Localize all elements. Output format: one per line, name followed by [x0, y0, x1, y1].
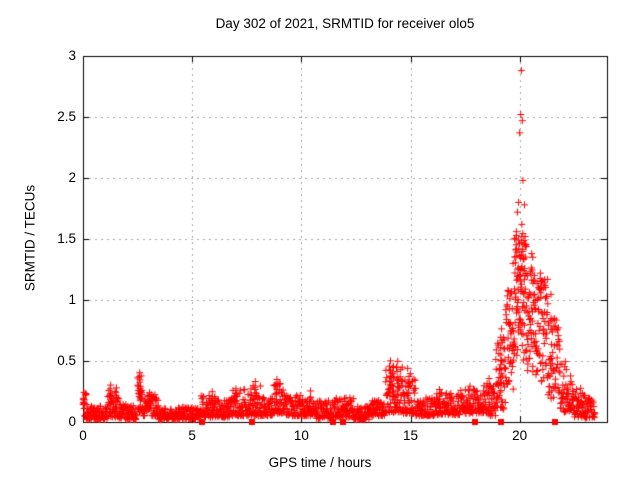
- y-tick-label: 0.5: [57, 353, 76, 368]
- y-tick-label: 2: [68, 170, 76, 185]
- y-tick-label: 1.5: [57, 231, 76, 246]
- x-tick-label: 15: [402, 428, 419, 443]
- x-axis-label: GPS time / hours: [268, 455, 372, 470]
- x-tick-label: 0: [79, 428, 87, 443]
- y-tick-label: 2.5: [57, 109, 76, 124]
- x-tick-label: 5: [188, 428, 196, 443]
- chart-title: Day 302 of 2021, SRMTID for receiver olo…: [215, 16, 475, 31]
- y-tick-label: 0: [68, 414, 76, 429]
- x-tick-label: 20: [512, 428, 528, 443]
- x-tick-label: 10: [293, 428, 309, 443]
- y-tick-label: 1: [68, 292, 76, 307]
- y-tick-label: 3: [68, 48, 76, 63]
